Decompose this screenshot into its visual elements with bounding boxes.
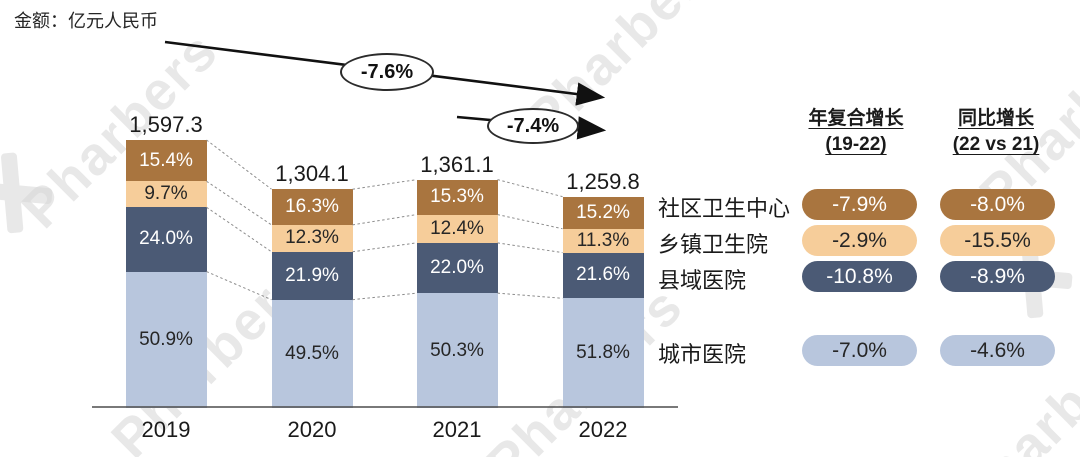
bar-segment: 12.3% (271, 224, 353, 252)
segment-percent-label: 49.5% (285, 342, 339, 364)
cagr-annotation-oval: -7.6% (340, 53, 434, 91)
yoy-pill-township: -15.5% (940, 225, 1055, 256)
bar-segment: 21.6% (562, 252, 644, 299)
bar-segment: 22.0% (416, 242, 498, 294)
cagr-pill-county: -10.8% (802, 261, 917, 292)
x-axis-label: 2021 (432, 417, 482, 442)
bar-total-label: 1,259.8 (566, 168, 640, 194)
bar-total-label: 1,361.1 (420, 151, 494, 177)
segment-percent-label: 11.3% (576, 229, 630, 251)
chart-unit-title: 金额：亿元人民币 (14, 11, 158, 31)
legend-label-community: 社区卫生中心 (658, 196, 791, 221)
yoy-annotation-oval: -7.4% (487, 108, 579, 144)
bar-segment: 50.3% (416, 293, 498, 408)
bar-segment: 15.2% (562, 196, 644, 229)
segment-percent-label: 22.0% (430, 256, 484, 278)
legend-header-cagr-line1: 年复合增长 (808, 108, 904, 129)
legend-label-county: 县域医院 (658, 268, 747, 293)
segment-percent-label: 12.4% (430, 217, 484, 239)
bar-total-label: 1,597.3 (129, 112, 203, 137)
bar-segment: 51.8% (562, 298, 644, 408)
legend-row-community: 社区卫生中心 -7.9% -8.0% (0, 189, 1080, 221)
yoy-pill-community: -8.0% (940, 189, 1055, 220)
segment-percent-label: 9.7% (144, 183, 188, 205)
bar-segment: 49.5% (271, 299, 353, 408)
bar-segment: 50.9% (125, 271, 207, 408)
legend-header-cagr-line2: (19-22) (825, 134, 887, 155)
segment-percent-label: 21.6% (576, 264, 630, 286)
segment-percent-label: 16.3% (285, 196, 339, 218)
segment-percent-label: 15.4% (139, 149, 193, 171)
legend-header-yoy-line1: 同比增长 (957, 108, 1034, 129)
bar-segment: 11.3% (562, 228, 644, 253)
legend-label-township: 乡镇卫生院 (658, 232, 769, 257)
legend-header-cagr: 年复合增长 (19-22) (790, 106, 922, 158)
cagr-pill-community: -7.9% (802, 189, 917, 220)
legend-row-county: 县域医院 -10.8% -8.9% (0, 261, 1080, 293)
bar-segment: 24.0% (125, 207, 207, 272)
x-axis-label: 2019 (141, 417, 191, 442)
legend-row-city: 城市医院 -7.0% -4.6% (0, 335, 1080, 367)
segment-percent-label: 21.9% (285, 264, 339, 286)
segment-percent-label: 24.0% (139, 228, 193, 250)
bar-segment: 9.7% (125, 181, 207, 208)
segment-percent-label: 15.2% (576, 201, 630, 223)
legend-header-yoy-line2: (22 vs 21) (952, 134, 1040, 155)
segment-percent-label: 15.3% (430, 186, 484, 208)
legend-label-city: 城市医院 (658, 342, 747, 367)
segment-percent-label: 50.9% (139, 328, 193, 350)
cagr-pill-city: -7.0% (802, 335, 917, 366)
yoy-pill-city: -4.6% (940, 335, 1055, 366)
yoy-pill-county: -8.9% (940, 261, 1055, 292)
bar-segment: 12.4% (416, 214, 498, 243)
bar-segment: 16.3% (271, 189, 353, 225)
bar-segment: 15.3% (416, 179, 498, 215)
x-axis-label: 2022 (578, 417, 628, 442)
segment-percent-label: 51.8% (576, 342, 630, 364)
legend-header-yoy: 同比增长 (22 vs 21) (930, 106, 1062, 158)
bar-segment: 21.9% (271, 251, 353, 300)
cagr-pill-township: -2.9% (802, 225, 917, 256)
x-axis-label: 2020 (287, 417, 337, 442)
segment-percent-label: 12.3% (285, 227, 339, 249)
legend-row-township: 乡镇卫生院 -2.9% -15.5% (0, 225, 1080, 257)
segment-percent-label: 50.3% (430, 339, 484, 361)
bar-segment: 15.4% (125, 140, 207, 182)
bar-total-label: 1,304.1 (275, 161, 349, 187)
